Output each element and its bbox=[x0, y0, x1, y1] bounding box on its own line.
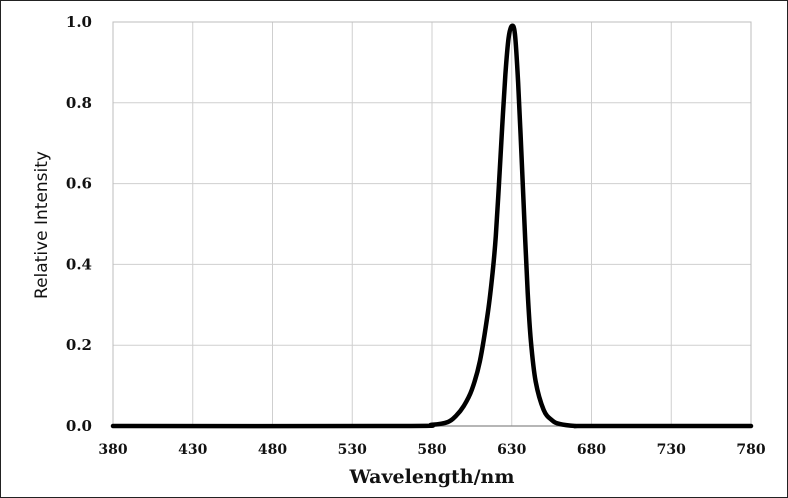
y-tick-label: 0.2 bbox=[66, 336, 92, 354]
x-tick-label: 730 bbox=[657, 442, 686, 458]
y-tick-labels: 0.0 0.2 0.4 0.6 0.8 1.0 bbox=[66, 13, 92, 435]
y-tick-label: 0.6 bbox=[66, 175, 92, 193]
x-tick-labels: 380 430 480 530 580 630 680 730 780 bbox=[98, 442, 765, 458]
y-tick-label: 0.0 bbox=[66, 417, 92, 435]
x-tick-label: 530 bbox=[338, 442, 367, 458]
y-tick-label: 1.0 bbox=[66, 13, 92, 31]
gridlines bbox=[113, 21, 752, 426]
y-tick-label: 0.4 bbox=[66, 255, 92, 273]
series-group bbox=[110, 23, 754, 429]
x-tick-label: 380 bbox=[98, 442, 127, 458]
x-tick-label: 480 bbox=[258, 442, 287, 458]
x-tick-label: 630 bbox=[497, 442, 526, 458]
x-axis-label: Wavelength/nm bbox=[349, 466, 515, 488]
x-tick-label: 430 bbox=[178, 442, 207, 458]
y-tick-label: 0.8 bbox=[66, 94, 92, 112]
series-line bbox=[110, 23, 754, 429]
x-tick-label: 680 bbox=[577, 442, 606, 458]
x-tick-label: 780 bbox=[736, 442, 765, 458]
y-axis-label: Relative Intensity bbox=[32, 151, 52, 299]
x-tick-label: 580 bbox=[417, 442, 446, 458]
